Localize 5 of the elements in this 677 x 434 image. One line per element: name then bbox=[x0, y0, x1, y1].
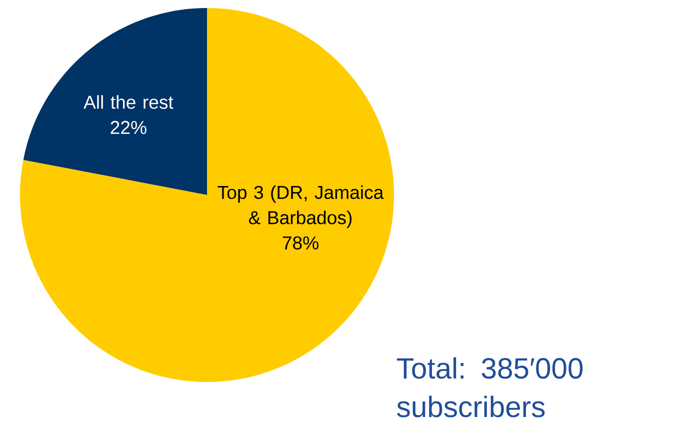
slice-label: All the rest bbox=[84, 95, 174, 109]
slice-label: Top 3 (DR, Jamaica & Barbados) bbox=[218, 185, 384, 228]
data-label: 22% bbox=[110, 120, 146, 134]
data-label: 78% bbox=[282, 236, 318, 250]
text: Total: 385′000 subscribers bbox=[396, 357, 583, 418]
